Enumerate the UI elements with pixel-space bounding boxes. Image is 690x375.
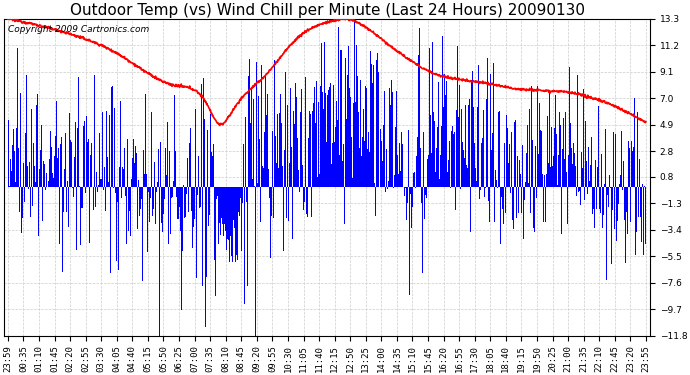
Text: Copyright 2009 Cartronics.com: Copyright 2009 Cartronics.com — [8, 25, 149, 34]
Title: Outdoor Temp (vs) Wind Chill per Minute (Last 24 Hours) 20090130: Outdoor Temp (vs) Wind Chill per Minute … — [70, 3, 584, 18]
